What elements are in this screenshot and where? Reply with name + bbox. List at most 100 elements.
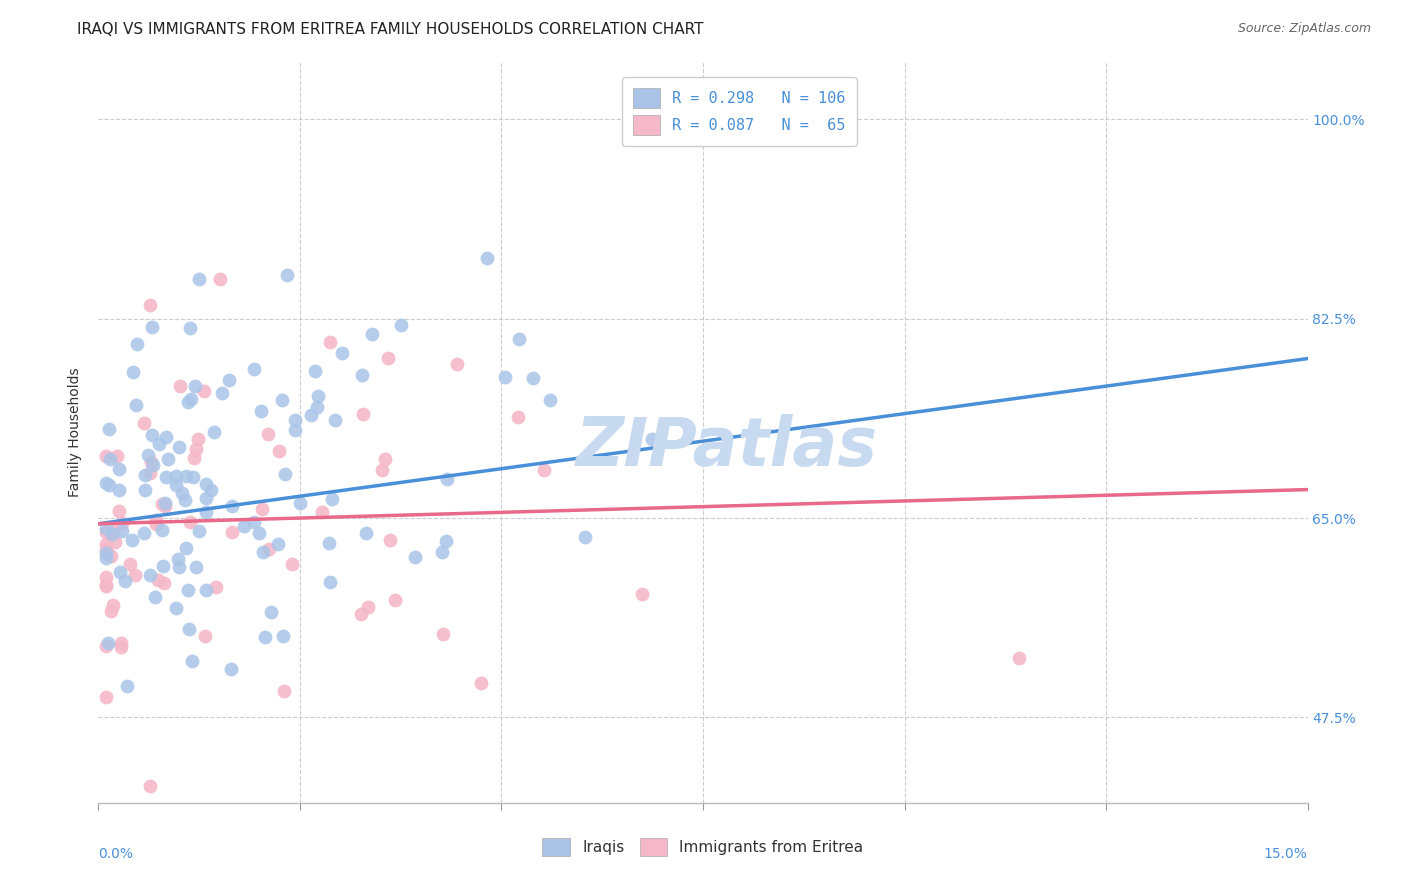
Point — [180, 392, 202, 406]
Point — [508, 332, 530, 346]
Point — [354, 525, 377, 540]
Point — [267, 443, 290, 458]
Point — [273, 684, 295, 698]
Point — [172, 486, 194, 500]
Point — [270, 392, 292, 407]
Point — [96, 475, 118, 490]
Point — [318, 575, 340, 590]
Point — [186, 559, 208, 574]
Point — [108, 565, 131, 579]
Point — [108, 504, 131, 518]
Point — [156, 452, 179, 467]
Point — [165, 601, 187, 615]
Point — [181, 470, 204, 484]
Point — [96, 690, 118, 704]
Point — [183, 450, 205, 465]
Point — [127, 337, 149, 351]
Point — [96, 578, 118, 592]
Point — [114, 574, 136, 589]
Point — [110, 640, 132, 654]
Point — [138, 466, 160, 480]
Point — [288, 495, 311, 509]
Point — [167, 440, 190, 454]
Point — [118, 557, 141, 571]
Point — [165, 468, 187, 483]
Point — [139, 298, 162, 312]
Point — [141, 320, 163, 334]
Point — [641, 432, 664, 446]
Point — [305, 400, 328, 414]
Text: 15.0%: 15.0% — [1264, 847, 1308, 861]
Point — [145, 513, 167, 527]
Point — [446, 357, 468, 371]
Point — [187, 432, 209, 446]
Point — [122, 365, 145, 379]
Point — [184, 442, 207, 456]
Text: Source: ZipAtlas.com: Source: ZipAtlas.com — [1237, 22, 1371, 36]
Point — [153, 575, 176, 590]
Legend: Iraqis, Immigrants from Eritrea: Iraqis, Immigrants from Eritrea — [536, 832, 870, 862]
Point — [436, 472, 458, 486]
Point — [319, 335, 342, 350]
Point — [1008, 651, 1031, 665]
Point — [494, 370, 516, 384]
Point — [150, 524, 173, 538]
Point — [179, 321, 201, 335]
Point — [188, 524, 211, 539]
Point — [508, 410, 530, 425]
Text: 0.0%: 0.0% — [98, 847, 134, 861]
Point — [430, 544, 453, 558]
Point — [299, 408, 322, 422]
Point — [323, 413, 346, 427]
Point — [148, 436, 170, 450]
Point — [250, 502, 273, 516]
Point — [218, 372, 240, 386]
Point — [233, 518, 256, 533]
Point — [357, 600, 380, 615]
Point — [132, 525, 155, 540]
Point — [470, 675, 492, 690]
Point — [98, 422, 121, 436]
Point — [108, 462, 131, 476]
Point — [318, 535, 340, 549]
Point — [281, 558, 304, 572]
Point — [104, 535, 127, 549]
Point — [247, 525, 270, 540]
Point — [195, 505, 218, 519]
Point — [173, 492, 195, 507]
Point — [194, 477, 217, 491]
Point — [108, 483, 131, 498]
Point — [138, 779, 160, 793]
Point — [143, 591, 166, 605]
Point — [377, 351, 399, 365]
Point — [134, 483, 156, 497]
Point — [96, 524, 118, 539]
Point — [101, 598, 124, 612]
Point — [165, 478, 187, 492]
Point — [141, 427, 163, 442]
Point — [96, 579, 118, 593]
Point — [142, 458, 165, 473]
Point — [194, 582, 217, 597]
Point — [179, 515, 201, 529]
Point — [97, 477, 120, 491]
Point — [136, 448, 159, 462]
Point — [475, 252, 498, 266]
Point — [221, 663, 243, 677]
Point — [134, 467, 156, 482]
Point — [194, 491, 217, 506]
Point — [155, 469, 177, 483]
Point — [155, 499, 177, 513]
Point — [361, 326, 384, 341]
Point — [150, 497, 173, 511]
Point — [153, 496, 176, 510]
Point — [384, 592, 406, 607]
Point — [221, 500, 243, 514]
Point — [432, 627, 454, 641]
Point — [211, 386, 233, 401]
Point — [371, 463, 394, 477]
Point — [96, 521, 118, 535]
Point — [100, 549, 122, 564]
Point — [111, 516, 134, 531]
Point — [188, 272, 211, 286]
